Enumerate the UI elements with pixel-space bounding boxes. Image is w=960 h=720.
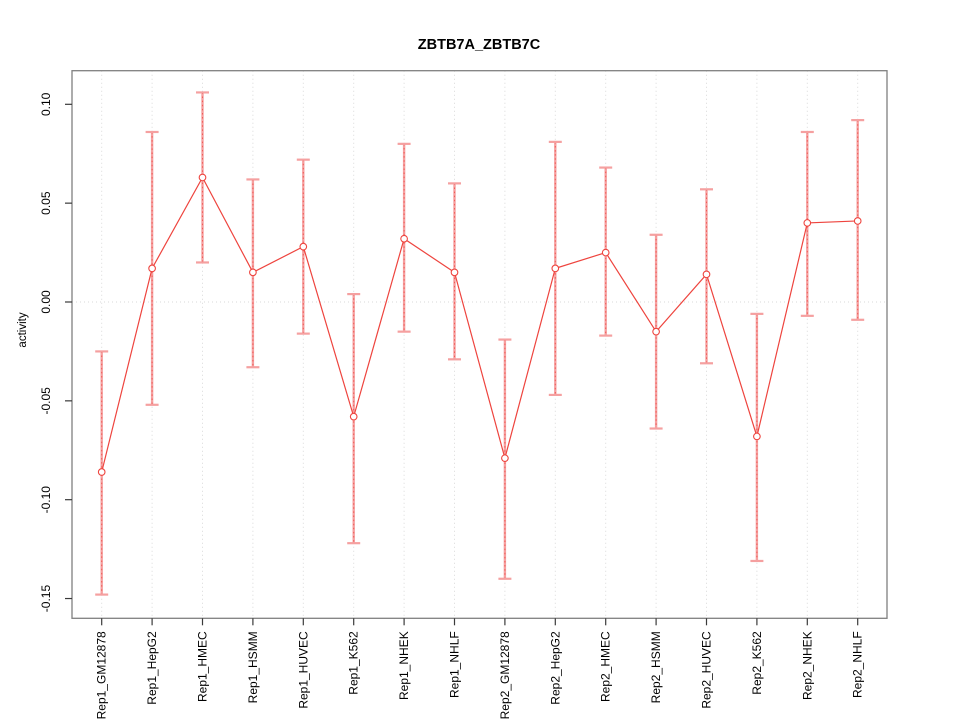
x-tick-label: Rep1_HSMM [246,631,260,703]
data-point [198,173,207,182]
gridlines [72,70,887,619]
x-tick-label: Rep2_HUVEC [700,631,714,709]
series-line [101,176,858,473]
x-tick-label: Rep1_GM12878 [95,631,109,719]
y-tick-label: -0.10 [39,486,53,514]
data-point [652,327,660,336]
y-tick-label: 0.05 [39,191,53,215]
x-tick-label: Rep2_NHEK [800,631,814,700]
plot-border [71,70,888,619]
chart-title: ZBTB7A_ZBTB7C [418,37,541,53]
data-point [299,242,308,251]
x-tick-label: Rep2_NHLF [851,631,865,698]
y-tick-label: -0.15 [39,585,53,613]
data-point [97,468,106,476]
data-point [601,248,610,257]
x-tick-label: Rep2_K562 [750,631,764,695]
data-point [853,217,862,225]
error-bars [95,91,865,596]
data-point [702,270,711,279]
data-points [97,173,862,476]
axes: 0.10 0.05 0.00 -0.05 -0.10 -0.15 Rep1_GM12878 R… [39,70,888,719]
x-tick-label: Rep2_GM12878 [498,631,512,719]
x-tick-label: Rep2_HepG2 [548,631,562,705]
data-point [803,219,812,227]
data-point [551,264,560,273]
data-point [450,268,459,277]
y-axis-label: activity [17,312,29,347]
data-point [148,264,156,273]
x-tick-label: Rep2_HMEC [599,631,613,702]
y-tick-label: -0.05 [39,387,53,415]
series-polyline [101,176,858,473]
y-tick-label: 0.00 [39,290,53,314]
data-point [249,268,257,277]
x-tick-label: Rep1_HMEC [196,631,210,702]
data-point [400,234,408,243]
x-tick-label: Rep1_NHLF [448,631,462,698]
x-tick-label: Rep1_HUVEC [296,631,310,709]
data-point [753,432,761,441]
data-point [349,412,358,421]
y-tick-label: 0.10 [39,92,53,116]
data-point [501,454,509,463]
x-tick-label: Rep2_HSMM [649,631,663,703]
x-tick-label: Rep1_HepG2 [145,631,159,705]
x-tick-label: Rep1_K562 [347,631,361,695]
x-tick-label: Rep1_NHEK [397,631,411,700]
